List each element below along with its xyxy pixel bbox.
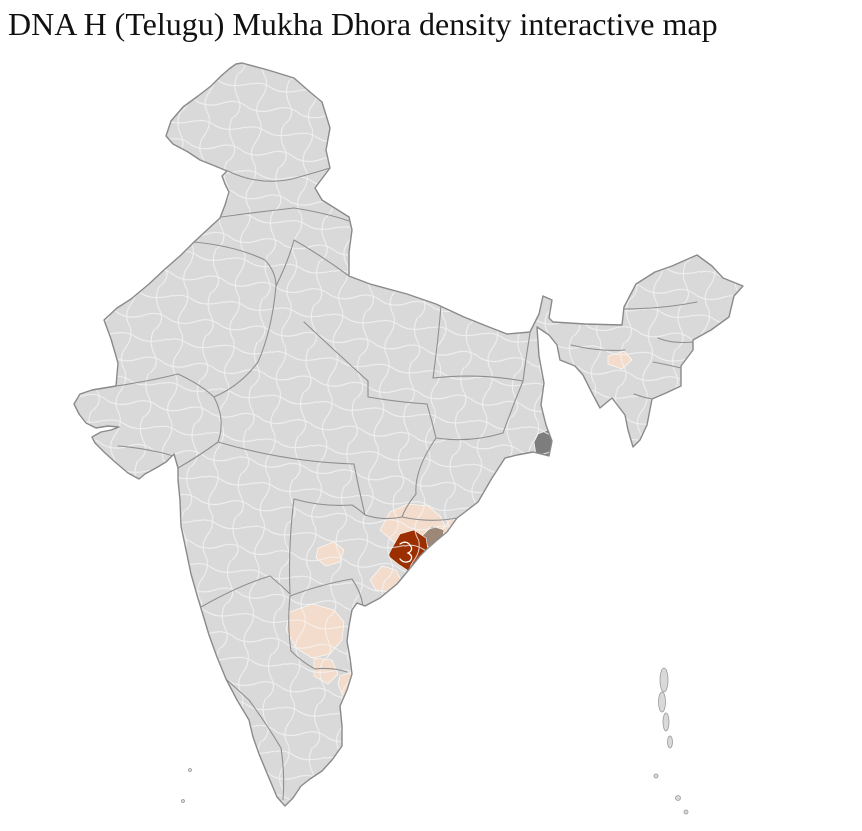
- andaman-island[interactable]: [667, 735, 673, 749]
- islands-layer: [181, 667, 689, 815]
- district-borders-texture: [74, 63, 743, 806]
- map-title: DNA H (Telugu) Mukha Dhora density inter…: [8, 6, 718, 42]
- andaman-island[interactable]: [658, 691, 666, 713]
- lakshadweep-island[interactable]: [181, 799, 185, 803]
- lakshadweep-island[interactable]: [188, 768, 192, 772]
- andaman-island[interactable]: [662, 712, 670, 732]
- nicobar-island[interactable]: [653, 773, 659, 779]
- andaman-island[interactable]: [659, 667, 669, 693]
- nicobar-island[interactable]: [675, 795, 681, 801]
- state-borders-layer: [115, 167, 698, 801]
- nicobar-island[interactable]: [683, 809, 689, 815]
- district-label-mark: [399, 541, 413, 563]
- districts-layer: [74, 63, 743, 806]
